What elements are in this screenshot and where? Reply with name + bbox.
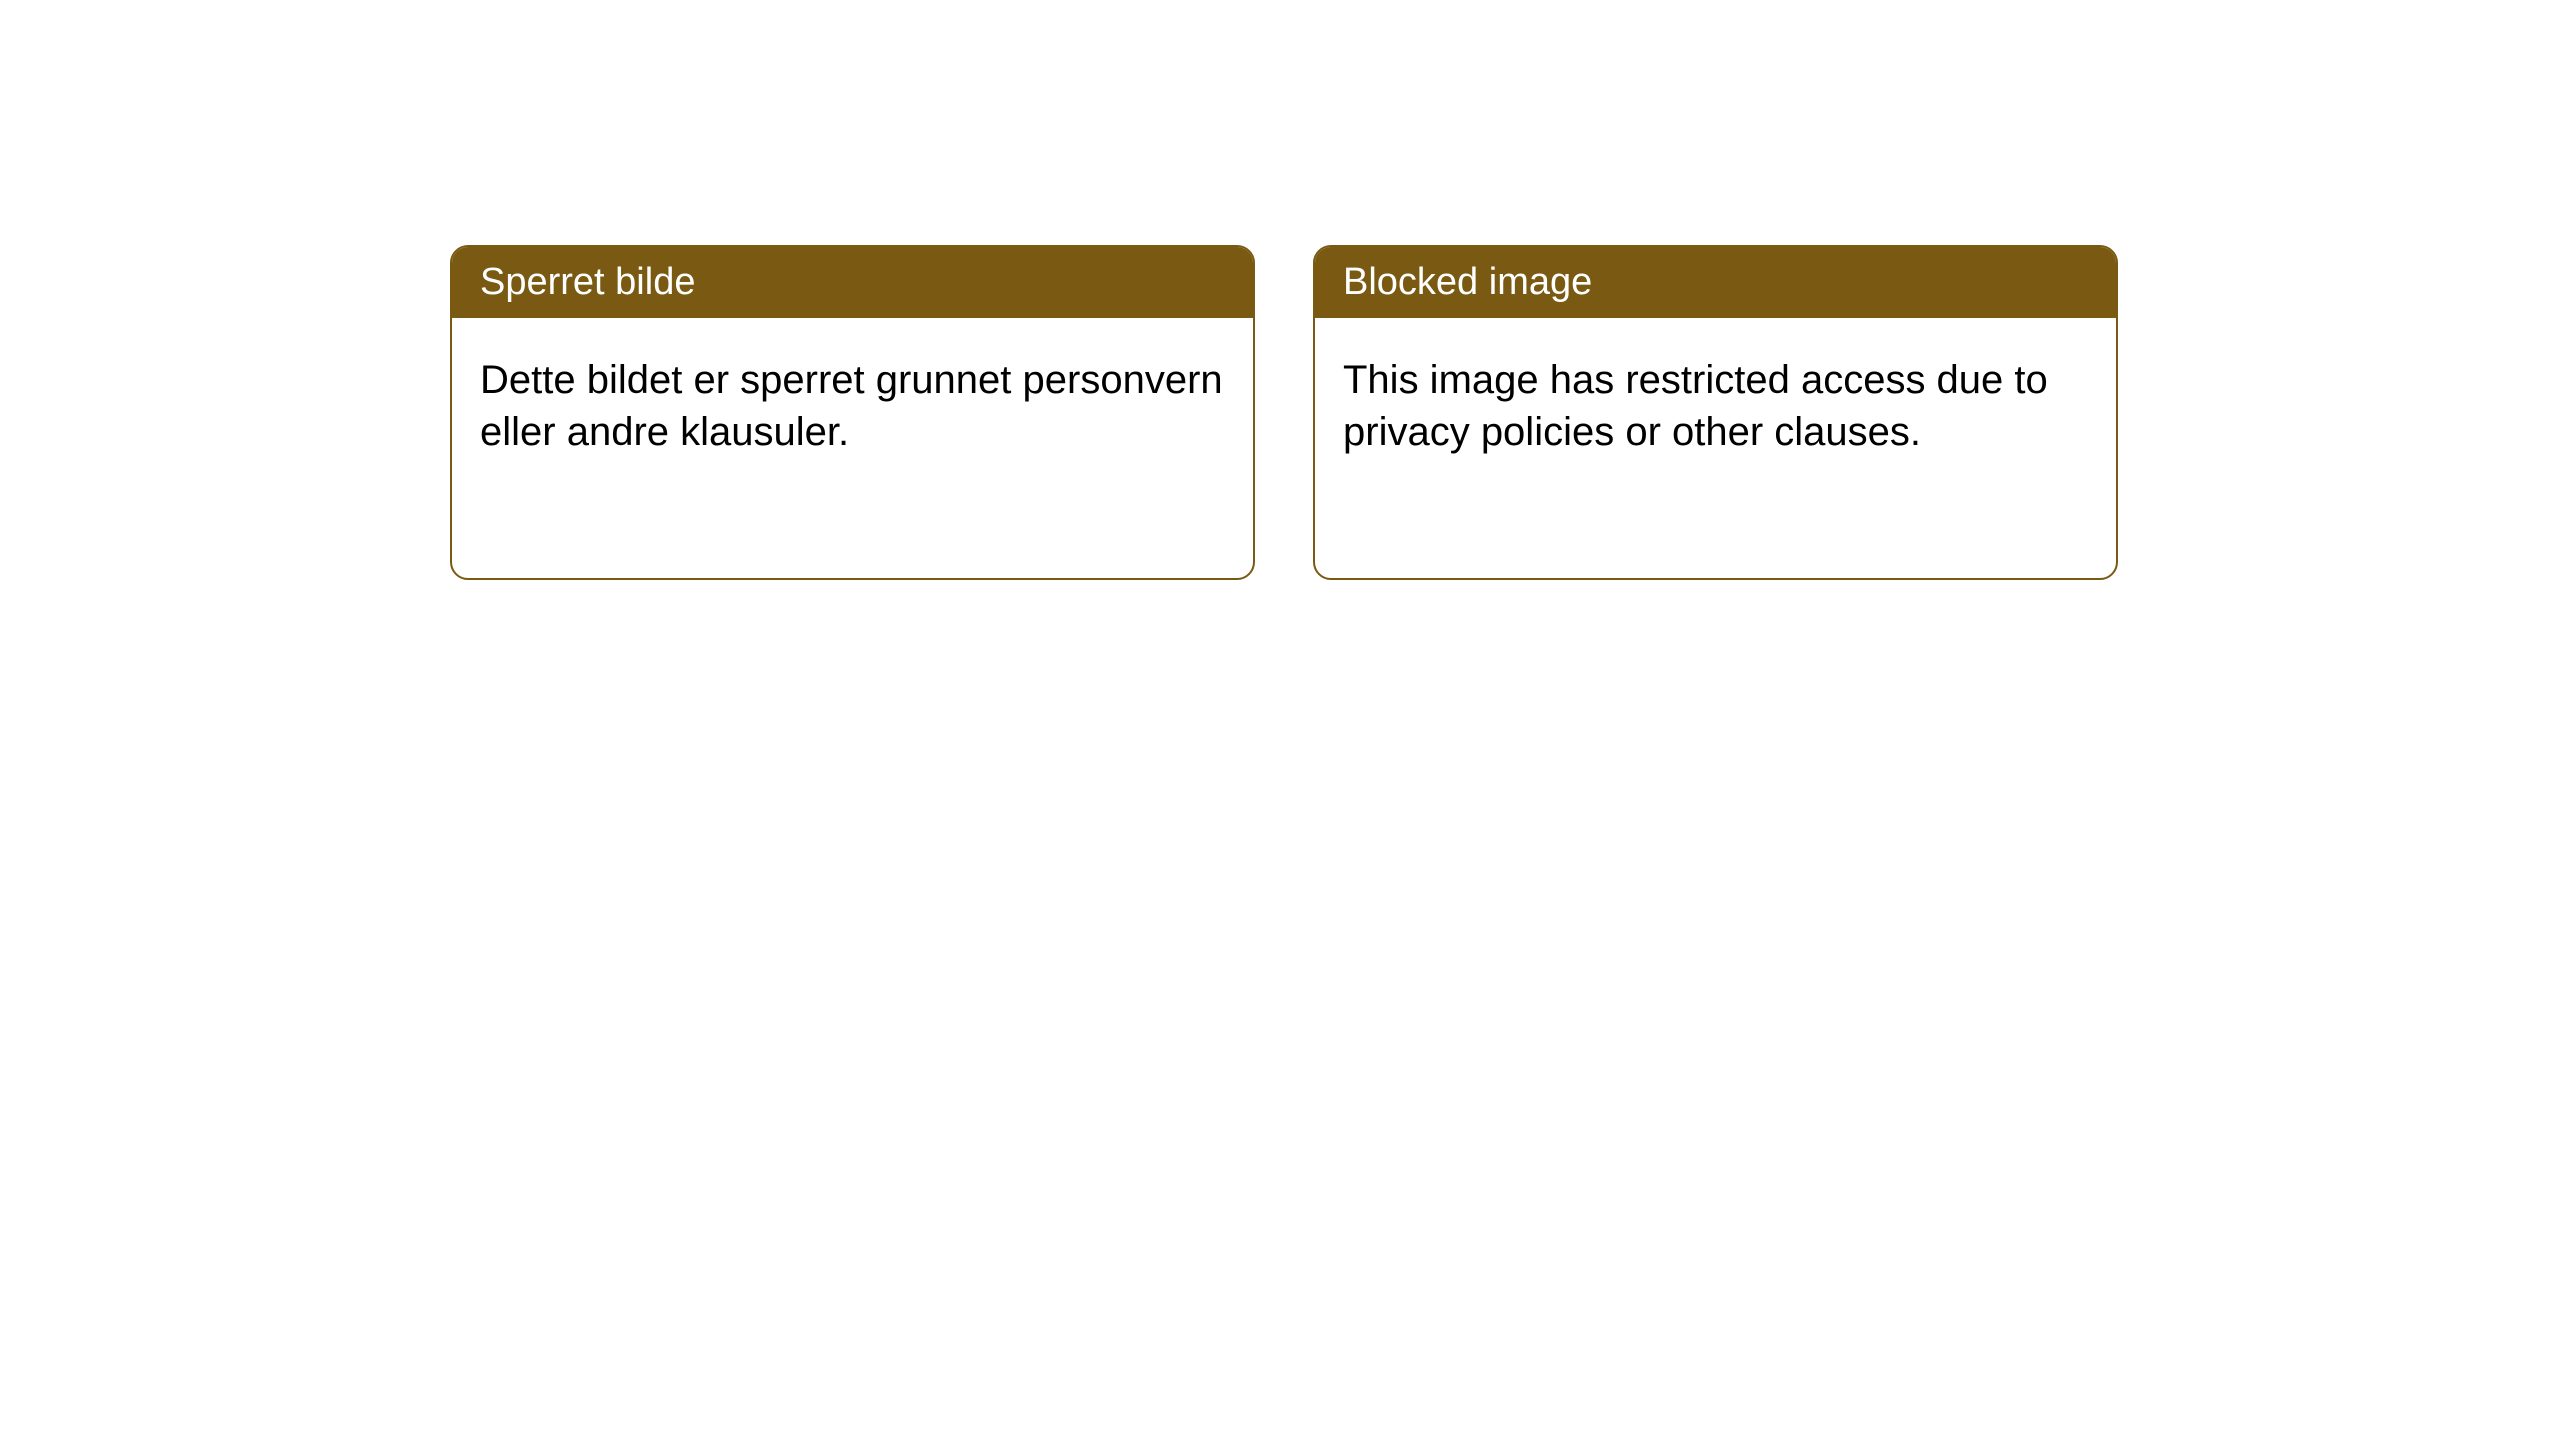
notice-header-text: Blocked image [1343, 261, 1592, 303]
notice-body: This image has restricted access due to … [1315, 318, 2116, 494]
notice-body: Dette bildet er sperret grunnet personve… [452, 318, 1253, 494]
notice-body-text: This image has restricted access due to … [1343, 358, 2048, 454]
notice-container: Sperret bilde Dette bildet er sperret gr… [0, 0, 2560, 580]
notice-header: Blocked image [1315, 247, 2116, 318]
notice-header: Sperret bilde [452, 247, 1253, 318]
notice-header-text: Sperret bilde [480, 261, 695, 303]
notice-body-text: Dette bildet er sperret grunnet personve… [480, 358, 1223, 454]
notice-card-norwegian: Sperret bilde Dette bildet er sperret gr… [450, 245, 1255, 580]
notice-card-english: Blocked image This image has restricted … [1313, 245, 2118, 580]
